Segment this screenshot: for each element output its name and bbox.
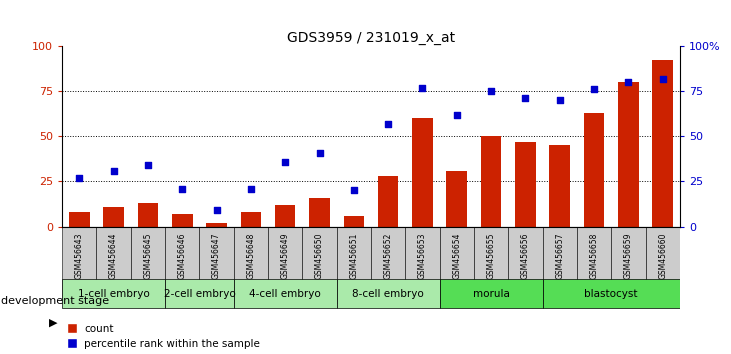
Bar [481, 136, 501, 227]
Text: GSM456651: GSM456651 [349, 233, 358, 279]
Text: 1-cell embryo: 1-cell embryo [77, 289, 149, 299]
Point [176, 186, 188, 192]
Bar [165, 280, 234, 308]
Bar [542, 280, 680, 308]
Bar [206, 223, 227, 227]
Text: GSM456652: GSM456652 [384, 233, 393, 279]
Point [657, 76, 669, 81]
Point [107, 168, 119, 173]
Bar [275, 205, 295, 227]
Text: GSM456660: GSM456660 [658, 233, 667, 279]
Text: ▶: ▶ [49, 317, 58, 327]
Point [279, 159, 291, 164]
Text: GSM456644: GSM456644 [109, 233, 118, 279]
Bar [439, 280, 542, 308]
Bar [508, 227, 542, 304]
Bar [652, 61, 673, 227]
Point [417, 85, 428, 90]
Title: GDS3959 / 231019_x_at: GDS3959 / 231019_x_at [287, 31, 455, 45]
Bar [447, 171, 467, 227]
Text: GSM456659: GSM456659 [624, 233, 633, 279]
Point [314, 150, 325, 155]
Point [348, 188, 360, 193]
Bar [62, 280, 165, 308]
Bar [412, 118, 433, 227]
Point [73, 175, 85, 181]
Bar [234, 280, 337, 308]
Text: 8-cell embryo: 8-cell embryo [352, 289, 424, 299]
Bar [172, 214, 192, 227]
Point [554, 97, 566, 103]
Point [520, 96, 531, 101]
Bar [378, 176, 398, 227]
Bar [62, 227, 96, 304]
Bar [405, 227, 439, 304]
Text: GSM456653: GSM456653 [418, 233, 427, 279]
Text: GSM456643: GSM456643 [75, 233, 84, 279]
Text: GSM456658: GSM456658 [589, 233, 599, 279]
Point [382, 121, 394, 126]
Point [623, 79, 635, 85]
Text: GSM456655: GSM456655 [487, 233, 496, 279]
Bar [69, 212, 90, 227]
Text: GSM456645: GSM456645 [143, 233, 153, 279]
Text: GSM456656: GSM456656 [521, 233, 530, 279]
Text: 2-cell embryo: 2-cell embryo [164, 289, 235, 299]
Bar [645, 227, 680, 304]
Point [245, 186, 257, 192]
Point [211, 207, 222, 213]
Text: GSM456646: GSM456646 [178, 233, 186, 279]
Bar [584, 113, 605, 227]
Point [485, 88, 497, 94]
Bar [268, 227, 303, 304]
Bar [371, 227, 405, 304]
Bar [303, 227, 337, 304]
Bar [200, 227, 234, 304]
Bar [137, 203, 158, 227]
Text: development stage: development stage [1, 296, 109, 306]
Bar [550, 145, 570, 227]
Point [588, 86, 600, 92]
Bar [165, 227, 200, 304]
Text: GSM456648: GSM456648 [246, 233, 255, 279]
Bar [542, 227, 577, 304]
Bar [131, 227, 165, 304]
Bar [611, 227, 645, 304]
Text: blastocyst: blastocyst [585, 289, 638, 299]
Bar [337, 280, 439, 308]
Text: GSM456654: GSM456654 [452, 233, 461, 279]
Bar [96, 227, 131, 304]
Bar [439, 227, 474, 304]
Bar [234, 227, 268, 304]
Legend: count, percentile rank within the sample: count, percentile rank within the sample [67, 324, 260, 349]
Text: GSM456657: GSM456657 [556, 233, 564, 279]
Bar [474, 227, 508, 304]
Bar [344, 216, 364, 227]
Bar [309, 198, 330, 227]
Text: GSM456649: GSM456649 [281, 233, 289, 279]
Bar [515, 142, 536, 227]
Bar [240, 212, 261, 227]
Text: GSM456647: GSM456647 [212, 233, 221, 279]
Text: GSM456650: GSM456650 [315, 233, 324, 279]
Point [451, 112, 463, 118]
Bar [577, 227, 611, 304]
Text: morula: morula [473, 289, 510, 299]
Bar [103, 207, 124, 227]
Text: 4-cell embryo: 4-cell embryo [249, 289, 321, 299]
Bar [618, 82, 639, 227]
Bar [337, 227, 371, 304]
Point [142, 162, 154, 168]
